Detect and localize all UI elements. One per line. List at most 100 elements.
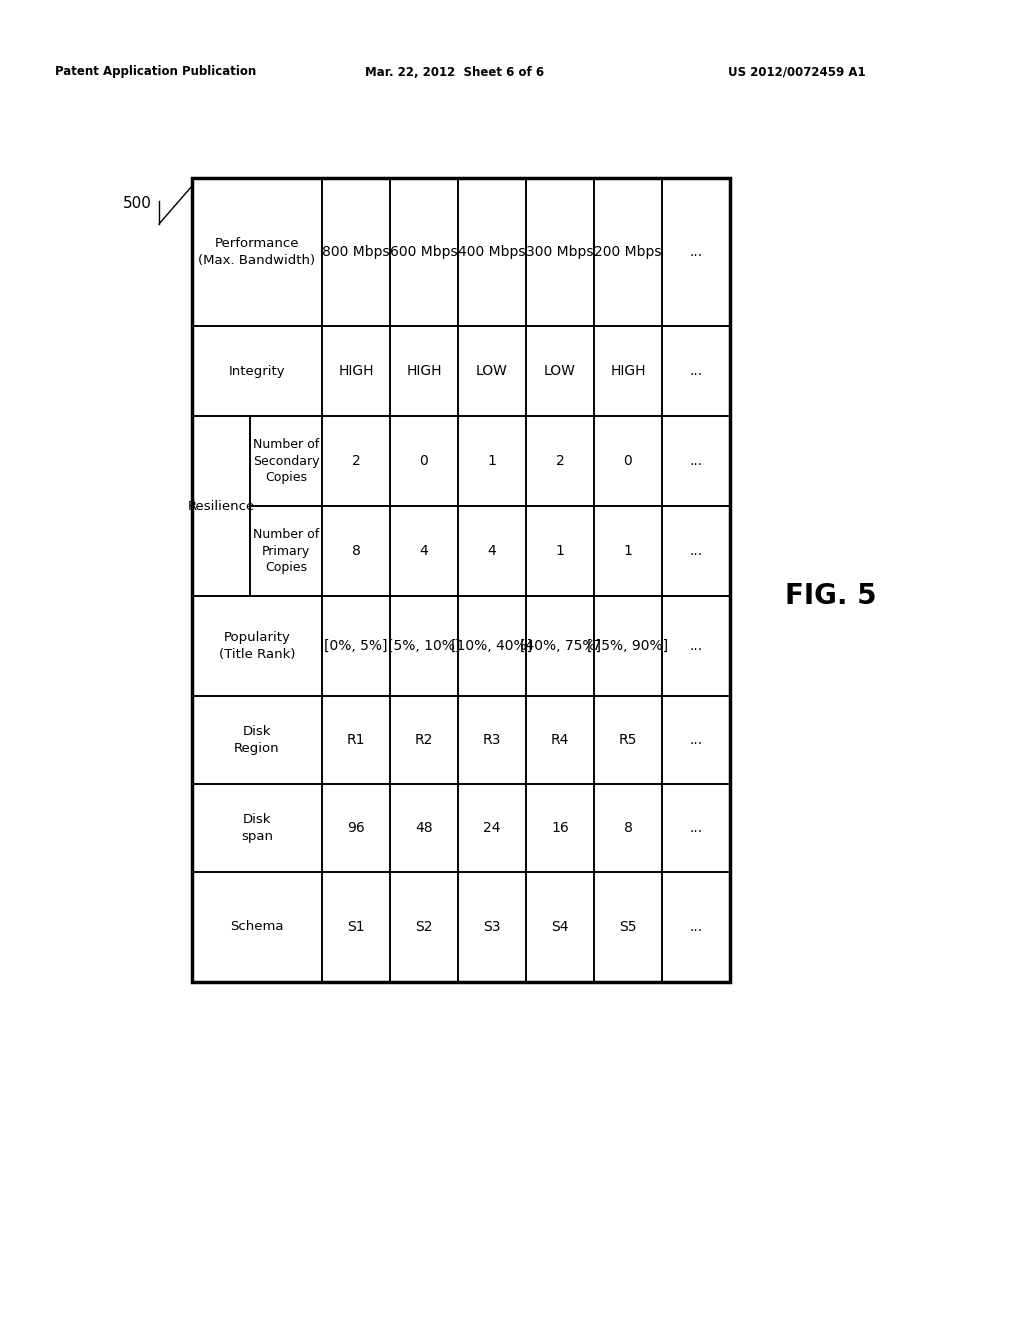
Text: 1: 1 (556, 544, 564, 558)
Text: US 2012/0072459 A1: US 2012/0072459 A1 (728, 66, 865, 78)
Text: 96: 96 (347, 821, 365, 836)
Bar (322, 597, 390, 696)
Text: R1: R1 (347, 733, 366, 747)
Bar (458, 506, 526, 597)
Bar (193, 784, 322, 873)
Text: 4: 4 (420, 544, 428, 558)
Text: Popularity
(Title Rank): Popularity (Title Rank) (219, 631, 295, 661)
Text: [40%, 75%]: [40%, 75%] (519, 639, 600, 653)
Bar (458, 178, 526, 326)
Bar (390, 873, 458, 982)
Text: LOW: LOW (544, 364, 575, 378)
Bar (594, 506, 662, 597)
Text: ...: ... (689, 821, 702, 836)
Text: Performance
(Max. Bandwidth): Performance (Max. Bandwidth) (199, 238, 315, 267)
Text: S4: S4 (551, 920, 568, 935)
Bar (662, 784, 730, 873)
Bar (193, 416, 250, 597)
Bar (526, 696, 594, 784)
Text: [75%, 90%]: [75%, 90%] (588, 639, 669, 653)
Text: ...: ... (689, 246, 702, 259)
Text: Number of
Secondary
Copies: Number of Secondary Copies (253, 438, 319, 484)
Text: R3: R3 (482, 733, 501, 747)
Text: 500: 500 (123, 195, 152, 211)
Bar (193, 326, 322, 416)
Text: [10%, 40%]: [10%, 40%] (452, 639, 532, 653)
Text: R5: R5 (618, 733, 637, 747)
Text: [0%, 5%]: [0%, 5%] (325, 639, 388, 653)
Text: R2: R2 (415, 733, 433, 747)
Text: ...: ... (689, 544, 702, 558)
Bar (662, 696, 730, 784)
Bar (250, 416, 322, 506)
Text: S1: S1 (347, 920, 365, 935)
Bar (322, 696, 390, 784)
Text: ...: ... (689, 920, 702, 935)
Bar (594, 873, 662, 982)
Text: 2: 2 (556, 454, 564, 469)
Text: 0: 0 (420, 454, 428, 469)
Text: 600 Mbps: 600 Mbps (390, 246, 458, 259)
Text: ...: ... (689, 639, 702, 653)
Bar (662, 326, 730, 416)
Bar (193, 178, 322, 326)
Text: FIG. 5: FIG. 5 (785, 582, 877, 610)
Bar (322, 873, 390, 982)
Bar (594, 784, 662, 873)
Bar (526, 784, 594, 873)
Text: 800 Mbps: 800 Mbps (323, 246, 390, 259)
Text: S2: S2 (416, 920, 433, 935)
Bar (526, 416, 594, 506)
Bar (322, 784, 390, 873)
Bar (390, 416, 458, 506)
Bar (594, 326, 662, 416)
Bar (458, 416, 526, 506)
Text: HIGH: HIGH (610, 364, 646, 378)
Bar (458, 326, 526, 416)
Bar (193, 696, 322, 784)
Text: Mar. 22, 2012  Sheet 6 of 6: Mar. 22, 2012 Sheet 6 of 6 (365, 66, 544, 78)
Bar (662, 178, 730, 326)
Bar (322, 506, 390, 597)
Text: HIGH: HIGH (338, 364, 374, 378)
Bar (193, 597, 322, 696)
Bar (526, 326, 594, 416)
Text: ...: ... (689, 454, 702, 469)
Text: S3: S3 (483, 920, 501, 935)
Bar (594, 597, 662, 696)
Text: 0: 0 (624, 454, 633, 469)
Text: 300 Mbps: 300 Mbps (526, 246, 594, 259)
Text: 400 Mbps: 400 Mbps (459, 246, 525, 259)
Text: [5%, 10%]: [5%, 10%] (388, 639, 460, 653)
Text: 48: 48 (415, 821, 433, 836)
Text: Resilience: Resilience (187, 499, 255, 512)
Bar (526, 873, 594, 982)
Bar (526, 597, 594, 696)
Text: ...: ... (689, 733, 702, 747)
Bar (390, 784, 458, 873)
Text: 4: 4 (487, 544, 497, 558)
Text: R4: R4 (551, 733, 569, 747)
Bar (193, 873, 322, 982)
Bar (390, 506, 458, 597)
Bar (458, 873, 526, 982)
Text: ...: ... (689, 364, 702, 378)
Text: 2: 2 (351, 454, 360, 469)
Text: Disk
span: Disk span (241, 813, 273, 842)
Text: Patent Application Publication: Patent Application Publication (55, 66, 256, 78)
Text: 1: 1 (487, 454, 497, 469)
Bar (458, 784, 526, 873)
Bar (193, 178, 730, 982)
Text: 24: 24 (483, 821, 501, 836)
Text: 8: 8 (624, 821, 633, 836)
Bar (250, 506, 322, 597)
Bar (662, 416, 730, 506)
Bar (322, 326, 390, 416)
Bar (594, 178, 662, 326)
Text: HIGH: HIGH (407, 364, 441, 378)
Bar (390, 326, 458, 416)
Bar (322, 178, 390, 326)
Bar (390, 696, 458, 784)
Bar (458, 597, 526, 696)
Bar (526, 178, 594, 326)
